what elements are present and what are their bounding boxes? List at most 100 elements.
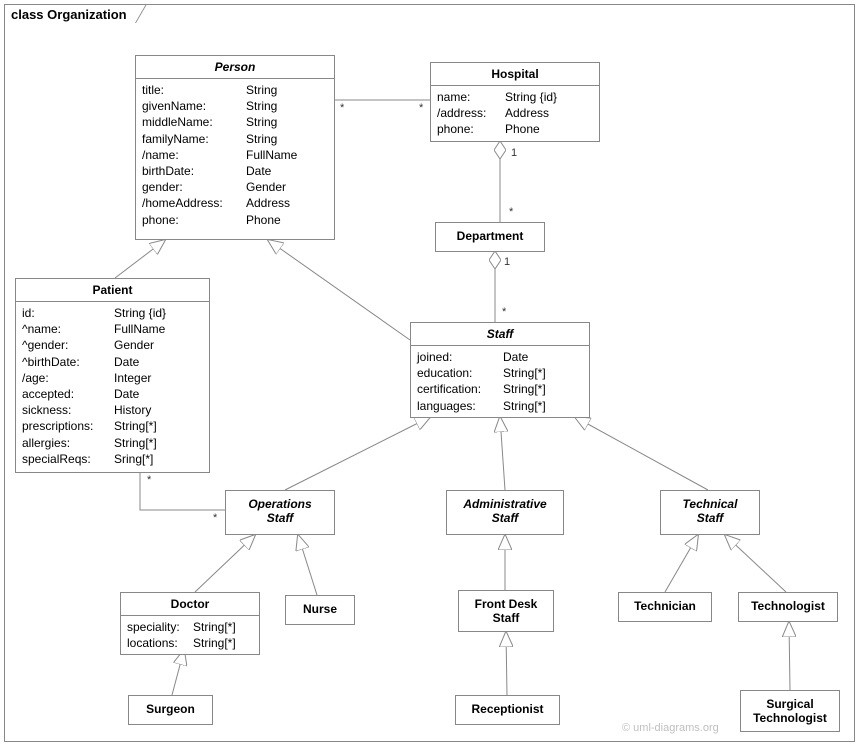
class-title: SurgicalTechnologist xyxy=(741,691,839,731)
attr-name: speciality: xyxy=(127,619,193,635)
attr-type: String[*] xyxy=(114,435,157,451)
attr-name: locations: xyxy=(127,635,193,651)
class-Department: Department xyxy=(435,222,545,252)
attr-type: String[*] xyxy=(503,381,546,397)
attr-type: FullName xyxy=(246,147,297,163)
attr-type: Date xyxy=(114,386,139,402)
attr-row: phone:Phone xyxy=(142,212,328,228)
attr-name: certification: xyxy=(417,381,503,397)
attr-name: accepted: xyxy=(22,386,114,402)
attr-row: title:String xyxy=(142,82,328,98)
class-Technologist: Technologist xyxy=(738,592,838,622)
attr-type: Address xyxy=(505,105,549,121)
class-OperationsStaff: OperationsStaff xyxy=(225,490,335,535)
attr-name: /name: xyxy=(142,147,246,163)
class-Doctor: Doctor speciality:String[*]locations:Stri… xyxy=(120,592,260,655)
class-Person: Persontitle:StringgivenName:Stringmiddle… xyxy=(135,55,335,240)
attr-type: Phone xyxy=(246,212,281,228)
attr-name: name: xyxy=(437,89,505,105)
class-Surgeon: Surgeon xyxy=(128,695,213,725)
attr-type: String {id} xyxy=(114,305,166,321)
attr-type: String xyxy=(246,114,277,130)
attr-row: certification:String[*] xyxy=(417,381,583,397)
attr-name: specialReqs: xyxy=(22,451,114,467)
class-title: Staff xyxy=(411,323,589,346)
attr-row: sickness:History xyxy=(22,402,203,418)
class-Receptionist: Receptionist xyxy=(455,695,560,725)
attr-row: languages:String[*] xyxy=(417,398,583,414)
mult-hospital-dept-star: * xyxy=(508,206,514,218)
class-TechnicalStaff: TechnicalStaff xyxy=(660,490,760,535)
class-Technician: Technician xyxy=(618,592,712,622)
attr-row: familyName:String xyxy=(142,131,328,147)
attr-type: Date xyxy=(503,349,528,365)
class-title: Doctor xyxy=(121,593,259,616)
attr-type: String[*] xyxy=(193,619,236,635)
attr-name: ^gender: xyxy=(22,337,114,353)
class-SurgicalTechnologist: SurgicalTechnologist xyxy=(740,690,840,732)
attr-row: allergies:String[*] xyxy=(22,435,203,451)
attr-row: speciality:String[*] xyxy=(127,619,253,635)
class-attrs: name:String {id}/address:Addressphone:Ph… xyxy=(431,86,599,141)
attr-row: /address:Address xyxy=(437,105,593,121)
attr-name: id: xyxy=(22,305,114,321)
attr-type: String[*] xyxy=(193,635,236,651)
attr-name: allergies: xyxy=(22,435,114,451)
class-title: AdministrativeStaff xyxy=(447,491,563,531)
mult-patient-ops-right: * xyxy=(212,512,218,524)
mult-person-hospital-left: * xyxy=(339,102,345,114)
class-Nurse: Nurse xyxy=(285,595,355,625)
attr-row: accepted:Date xyxy=(22,386,203,402)
attr-type: String {id} xyxy=(505,89,557,105)
class-title: Person xyxy=(136,56,334,79)
attr-row: id:String {id} xyxy=(22,305,203,321)
attr-row: locations:String[*] xyxy=(127,635,253,651)
class-Staff: Staffjoined:Dateeducation:String[*]certi… xyxy=(410,322,590,418)
class-AdministrativeStaff: AdministrativeStaff xyxy=(446,490,564,535)
attr-name: birthDate: xyxy=(142,163,246,179)
attr-name: ^birthDate: xyxy=(22,354,114,370)
attr-row: /age:Integer xyxy=(22,370,203,386)
attr-type: String[*] xyxy=(114,418,157,434)
watermark: © uml-diagrams.org xyxy=(622,722,719,734)
attr-type: Address xyxy=(246,195,290,211)
class-title: Receptionist xyxy=(456,696,559,722)
attr-type: Sring[*] xyxy=(114,451,153,467)
frame-label-text: class Organization xyxy=(11,7,127,22)
mult-hospital-dept-1: 1 xyxy=(510,147,518,159)
attr-row: ^birthDate:Date xyxy=(22,354,203,370)
mult-dept-staff-1: 1 xyxy=(503,256,511,268)
class-title: Technician xyxy=(619,593,711,619)
attr-row: specialReqs:Sring[*] xyxy=(22,451,203,467)
class-attrs: id:String {id}^name:FullName^gender:Gend… xyxy=(16,302,209,470)
attr-row: phone:Phone xyxy=(437,121,593,137)
class-title: TechnicalStaff xyxy=(661,491,759,531)
class-title: Department xyxy=(436,223,544,249)
mult-patient-ops-left: * xyxy=(146,474,152,486)
attr-type: String xyxy=(246,131,277,147)
attr-row: name:String {id} xyxy=(437,89,593,105)
class-FrontDeskStaff: Front DeskStaff xyxy=(458,590,554,632)
class-attrs: title:StringgivenName:StringmiddleName:S… xyxy=(136,79,334,231)
class-title: Technologist xyxy=(739,593,837,619)
frame-label: class Organization xyxy=(4,4,135,24)
class-Hospital: Hospitalname:String {id}/address:Address… xyxy=(430,62,600,142)
attr-name: phone: xyxy=(437,121,505,137)
mult-dept-staff-star: * xyxy=(501,306,507,318)
attr-type: Integer xyxy=(114,370,151,386)
class-title: OperationsStaff xyxy=(226,491,334,531)
attr-name: gender: xyxy=(142,179,246,195)
class-title: Hospital xyxy=(431,63,599,86)
class-title: Patient xyxy=(16,279,209,302)
class-attrs: joined:Dateeducation:String[*]certificat… xyxy=(411,346,589,417)
class-title: Nurse xyxy=(286,596,354,622)
mult-person-hospital-right: * xyxy=(418,102,424,114)
attr-row: givenName:String xyxy=(142,98,328,114)
uml-diagram: class Organization xyxy=(0,0,860,747)
attr-row: prescriptions:String[*] xyxy=(22,418,203,434)
attr-name: middleName: xyxy=(142,114,246,130)
class-title: Front DeskStaff xyxy=(459,591,553,631)
attr-name: givenName: xyxy=(142,98,246,114)
attr-type: String[*] xyxy=(503,398,546,414)
attr-name: /age: xyxy=(22,370,114,386)
